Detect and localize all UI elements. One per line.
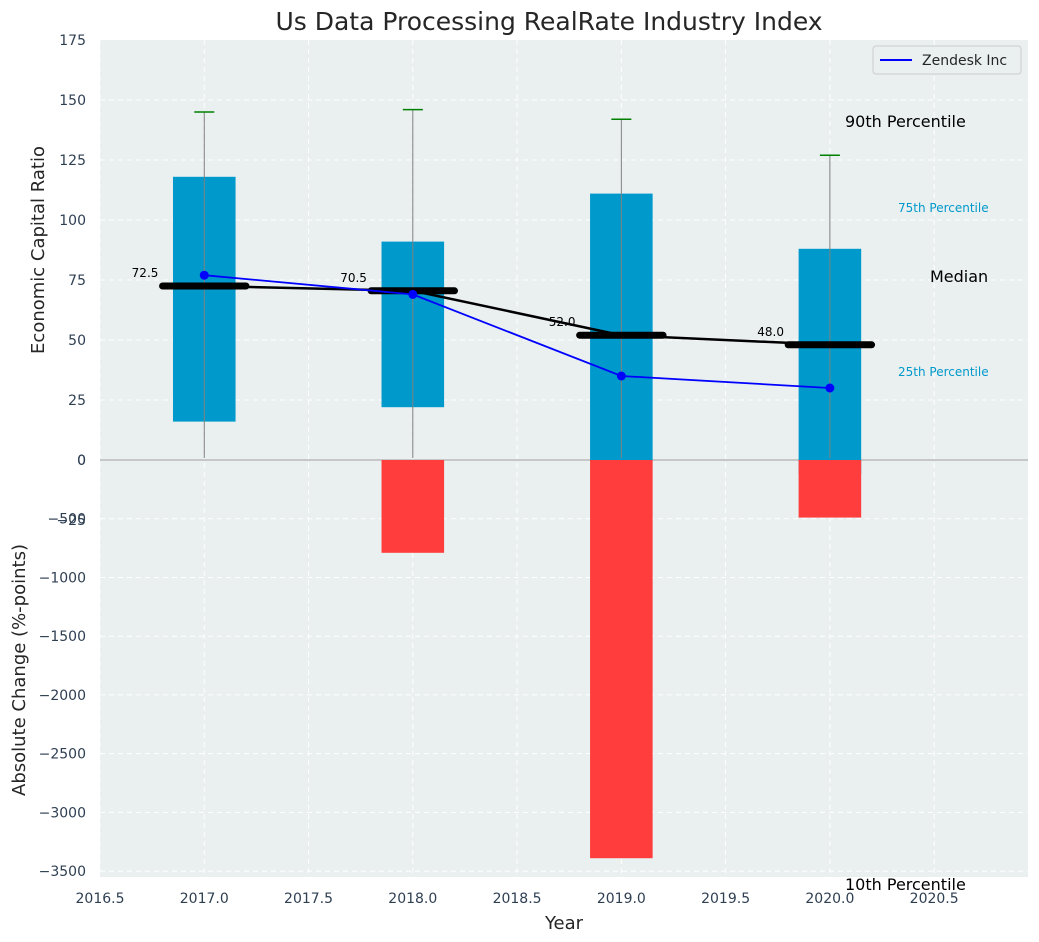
annotation-median: Median (930, 267, 988, 286)
top-y-tick-label: 75 (68, 273, 86, 289)
bottom-y-tick-label: −1000 (39, 570, 86, 586)
bottom-y-tick-label: −500 (48, 512, 86, 528)
median-value-label: 70.5 (340, 271, 367, 285)
change-bar (798, 460, 862, 518)
bottom-y-tick-label: −1500 (39, 629, 86, 645)
median-value-label: 52.0 (549, 315, 576, 329)
top-y-tick-label: 100 (59, 213, 86, 229)
top-y-axis-label: Economic Capital Ratio (28, 146, 49, 354)
bottom-y-tick-label: −3000 (39, 805, 86, 821)
company-point (825, 383, 835, 393)
company-line (204, 274, 830, 389)
company-point (199, 270, 209, 280)
x-tick-label: 2017.5 (284, 891, 333, 907)
top-y-tick-label: 50 (68, 333, 86, 349)
top-plot-area (100, 40, 1028, 460)
change-bar (381, 460, 445, 553)
top-y-tick-label: 150 (59, 93, 86, 109)
company-point (616, 371, 626, 381)
top-y-tick-label: 175 (59, 33, 86, 49)
top-y-tick-label: 0 (77, 453, 86, 469)
top-y-tick-label: 25 (68, 393, 86, 409)
annotation-10th-percentile: 10th Percentile (845, 875, 966, 894)
bottom-y-axis-label: Absolute Change (%-points) (9, 544, 30, 796)
company-point (408, 289, 418, 299)
bottom-y-tick-label: −2500 (39, 747, 86, 763)
labels-layer: 2016.5 2017.0 2017.5 2018.0 2018.5 2019.0 2019… (39, 33, 959, 907)
legend: Zendesk Inc (872, 45, 1022, 75)
bottom-y-tick-label: −3500 (39, 864, 86, 880)
x-tick-label: 2018.0 (388, 891, 437, 907)
x-tick-label: 2020.0 (805, 891, 854, 907)
x-tick-label: 2016.5 (76, 891, 125, 907)
median-value-label: 48.0 (757, 325, 784, 339)
x-tick-label: 2018.5 (493, 891, 542, 907)
annotation-75th-percentile: 75th Percentile (898, 201, 989, 215)
bottom-plot-area (100, 460, 1028, 877)
annotation-25th-percentile: 25th Percentile (898, 365, 989, 379)
bottom-y-tick-label: 0 (77, 453, 86, 469)
legend-box (872, 45, 1022, 75)
lines-layer (159, 108, 876, 458)
chart-title: Us Data Processing RealRate Industry Ind… (275, 7, 822, 36)
median-line (204, 284, 830, 347)
x-tick-label: 2019.0 (597, 891, 646, 907)
top-y-tick-label: 125 (59, 153, 86, 169)
x-tick-label: 2017.0 (180, 891, 229, 907)
legend-label-company: Zendesk Inc (922, 53, 1007, 69)
x-tick-label: 2020.5 (910, 891, 959, 907)
x-axis-label: Year (544, 913, 584, 934)
top-y-tick-label: −25 (56, 513, 86, 529)
bottom-y-tick-label: −2000 (39, 688, 86, 704)
median-value-label: 72.5 (132, 266, 159, 280)
change-bar (590, 460, 653, 859)
annotation-90th-percentile: 90th Percentile (845, 112, 966, 131)
x-tick-label: 2019.5 (701, 891, 750, 907)
